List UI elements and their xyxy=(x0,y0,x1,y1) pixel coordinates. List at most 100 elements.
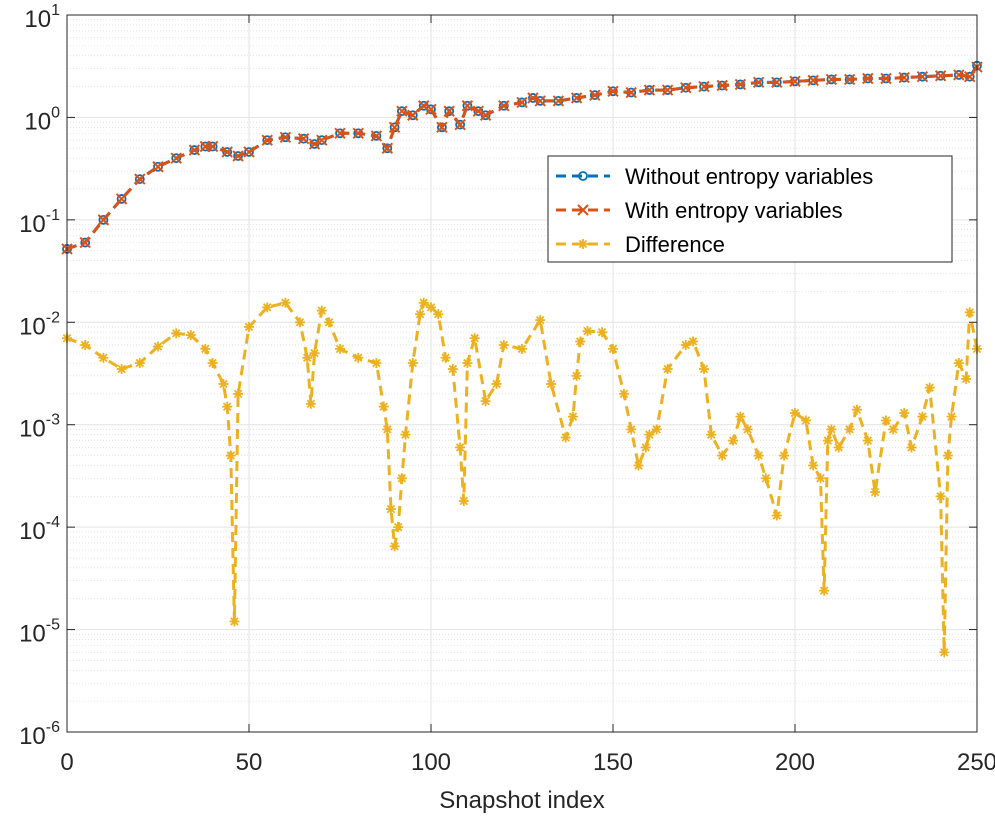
data-point xyxy=(433,309,444,320)
y-tick-exponent: 1 xyxy=(51,2,60,19)
data-point xyxy=(567,411,578,422)
data-point xyxy=(662,363,673,374)
tick-marks xyxy=(66,14,978,733)
marker-stroke xyxy=(498,100,510,112)
marker-stroke xyxy=(827,425,836,434)
data-point xyxy=(771,76,783,89)
data-point xyxy=(625,86,637,99)
data-point xyxy=(436,121,448,134)
y-tick-exponent: -2 xyxy=(46,309,60,326)
y-tick-base: 10 xyxy=(19,723,46,750)
data-point xyxy=(825,73,838,86)
marker-stroke xyxy=(907,443,916,452)
marker-stroke xyxy=(517,344,527,354)
legend-entry: Without entropy variables xyxy=(556,164,873,189)
marker-stroke xyxy=(583,326,592,336)
marker-stroke xyxy=(779,451,789,460)
data-point xyxy=(607,85,619,97)
data-point xyxy=(546,378,557,389)
data-point xyxy=(207,358,218,369)
marker-stroke xyxy=(717,451,727,460)
marker-stroke xyxy=(390,542,399,551)
x-tick-label: 150 xyxy=(593,749,633,776)
data-point xyxy=(888,424,899,435)
data-point xyxy=(396,473,407,484)
data-point xyxy=(185,330,196,341)
marker-stroke xyxy=(221,146,233,158)
marker-stroke xyxy=(170,152,182,164)
series-layer xyxy=(61,60,983,658)
data-point xyxy=(808,460,819,471)
x-tick-label: 250 xyxy=(957,749,995,776)
data-point xyxy=(961,373,972,384)
data-point xyxy=(80,340,91,351)
data-point xyxy=(582,326,593,337)
marker-stroke xyxy=(316,134,328,146)
marker-stroke xyxy=(698,80,710,93)
marker-stroke xyxy=(472,105,485,117)
data-point xyxy=(171,328,182,339)
marker-stroke xyxy=(244,322,254,332)
marker-stroke xyxy=(459,496,468,506)
data-point xyxy=(644,429,655,440)
y-tick-base: 10 xyxy=(19,211,46,238)
data-point xyxy=(447,363,458,374)
marker-stroke xyxy=(681,340,691,350)
marker-stroke xyxy=(546,379,556,389)
data-point xyxy=(461,100,474,112)
data-point xyxy=(407,358,418,369)
data-point xyxy=(98,214,109,225)
data-point xyxy=(371,358,382,369)
data-point xyxy=(916,70,929,83)
marker-stroke xyxy=(823,436,832,445)
marker-stroke xyxy=(535,315,545,325)
data-point xyxy=(188,144,201,156)
data-point xyxy=(479,109,492,121)
data-point xyxy=(734,78,747,91)
marker-stroke xyxy=(568,412,578,421)
data-point xyxy=(651,424,662,435)
data-point xyxy=(400,429,411,440)
x-axis-label: Snapshot index xyxy=(439,787,604,814)
marker-stroke xyxy=(415,309,425,319)
marker-stroke xyxy=(441,353,450,363)
data-point xyxy=(353,352,364,363)
y-tick-label: 10-4 xyxy=(19,514,60,545)
marker-stroke xyxy=(232,150,244,162)
marker-stroke xyxy=(589,89,601,101)
x-tick-labels: 0 50 100 150 200 250 xyxy=(60,749,995,776)
marker-stroke xyxy=(645,430,654,439)
data-point xyxy=(116,363,127,374)
y-tick-exponent: -3 xyxy=(46,412,60,429)
data-point xyxy=(134,173,146,185)
marker-stroke xyxy=(954,358,964,368)
data-point xyxy=(680,340,691,351)
data-point xyxy=(243,146,255,158)
data-point xyxy=(643,84,656,96)
y-tick-base: 10 xyxy=(24,6,51,33)
data-point xyxy=(294,317,305,328)
data-point xyxy=(688,336,699,347)
data-point xyxy=(440,352,451,363)
marker-stroke xyxy=(436,121,448,134)
legend-entry: With entropy variables xyxy=(556,198,843,223)
data-point xyxy=(717,450,728,461)
data-point xyxy=(206,140,219,153)
data-point xyxy=(170,152,182,164)
data-point xyxy=(906,442,917,453)
marker-stroke xyxy=(940,648,949,657)
data-point xyxy=(578,171,588,181)
data-point xyxy=(833,442,844,453)
data-point xyxy=(324,317,335,328)
legend-box xyxy=(547,155,953,263)
data-point xyxy=(800,415,811,426)
data-point xyxy=(517,343,527,354)
data-point xyxy=(97,214,110,226)
marker-stroke xyxy=(396,105,408,117)
marker-stroke xyxy=(230,617,239,626)
series-2 xyxy=(62,297,982,658)
marker-stroke xyxy=(918,412,927,421)
data-point xyxy=(458,495,469,506)
marker-stroke xyxy=(134,173,146,185)
